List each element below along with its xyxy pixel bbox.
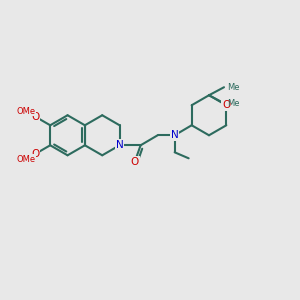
Text: O: O: [32, 149, 40, 159]
Text: O: O: [32, 112, 40, 122]
Text: O: O: [222, 100, 230, 110]
Text: O: O: [130, 157, 139, 167]
Text: Me: Me: [227, 99, 240, 108]
Text: N: N: [116, 140, 123, 150]
Text: OMe: OMe: [16, 155, 35, 164]
Text: Me: Me: [227, 83, 240, 92]
Text: N: N: [171, 130, 178, 140]
Text: OMe: OMe: [16, 107, 35, 116]
